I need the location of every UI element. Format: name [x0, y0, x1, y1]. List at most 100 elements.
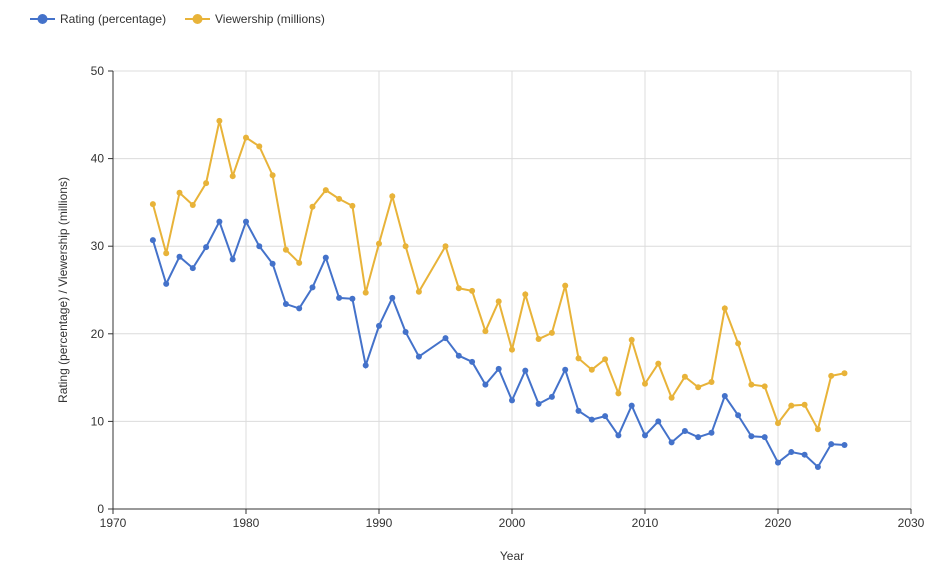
x-tick-label: 2020 — [765, 516, 792, 530]
y-tick-label: 50 — [91, 64, 105, 78]
data-point — [282, 246, 289, 253]
data-point — [615, 432, 622, 439]
data-point — [615, 390, 622, 397]
data-point — [176, 189, 183, 196]
series-line — [151, 120, 845, 433]
data-point — [575, 407, 582, 414]
data-point — [149, 201, 156, 208]
series-rating — [149, 218, 848, 470]
data-point — [282, 301, 289, 308]
data-point — [482, 328, 489, 335]
data-point — [442, 335, 449, 342]
data-point — [841, 442, 848, 449]
data-point — [336, 294, 343, 301]
data-point — [455, 285, 462, 292]
data-point — [309, 203, 316, 210]
data-point — [788, 449, 795, 456]
data-point — [522, 367, 529, 374]
data-point — [216, 218, 223, 225]
legend-item-rating[interactable]: Rating (percentage) — [30, 12, 166, 26]
y-tick-label: 10 — [91, 414, 105, 428]
data-point — [322, 187, 329, 194]
series-viewership — [149, 117, 848, 433]
data-point — [376, 322, 382, 329]
data-point — [828, 372, 835, 379]
data-point — [562, 282, 569, 289]
data-point — [509, 346, 515, 353]
data-point — [229, 173, 236, 180]
data-point — [189, 265, 196, 272]
data-point — [721, 392, 728, 399]
data-point — [269, 260, 276, 267]
data-point — [841, 370, 848, 377]
data-point — [243, 134, 249, 141]
legend[interactable]: Rating (percentage) Viewership (millions) — [30, 12, 325, 26]
data-point — [389, 193, 396, 200]
data-point — [256, 243, 263, 250]
data-point — [562, 366, 569, 373]
legend-marker-icon — [192, 14, 203, 24]
data-point — [708, 378, 715, 385]
data-point — [229, 256, 236, 263]
y-axis-title: Rating (percentage) / Viewership (millio… — [56, 177, 70, 403]
data-point — [189, 202, 196, 209]
series-line — [151, 219, 845, 469]
data-point — [748, 433, 755, 440]
data-point — [362, 289, 369, 296]
data-point — [602, 413, 609, 420]
y-tick-label: 0 — [97, 502, 104, 516]
data-point — [681, 373, 688, 380]
data-point — [628, 336, 635, 343]
data-point — [814, 426, 821, 433]
data-point — [402, 243, 409, 250]
data-point — [668, 394, 675, 401]
y-tick-label: 30 — [91, 239, 105, 253]
data-point — [322, 254, 329, 261]
data-point — [442, 243, 449, 250]
data-point — [788, 402, 795, 409]
grid — [112, 70, 912, 510]
data-point — [362, 362, 369, 369]
legend-marker-icon — [37, 14, 48, 24]
data-point — [548, 329, 555, 336]
data-point — [735, 340, 742, 347]
data-point — [602, 356, 609, 363]
data-point — [336, 195, 343, 202]
data-point — [376, 240, 382, 247]
data-point — [695, 384, 702, 391]
x-tick-label: 1990 — [366, 516, 393, 530]
data-point — [495, 365, 502, 372]
data-point — [775, 459, 781, 466]
data-point — [256, 143, 263, 150]
x-tick-label: 1980 — [233, 516, 260, 530]
x-tick-label: 2000 — [499, 516, 526, 530]
data-point — [455, 352, 462, 359]
data-point — [535, 400, 542, 407]
data-point — [349, 295, 356, 302]
legend-label: Rating (percentage) — [60, 12, 166, 26]
legend-item-viewership[interactable]: Viewership (millions) — [185, 12, 325, 26]
data-point — [775, 420, 781, 427]
data-point — [668, 439, 675, 446]
data-point — [575, 355, 582, 362]
data-point — [735, 412, 742, 419]
data-point — [655, 360, 662, 367]
data-point — [522, 291, 529, 298]
y-tick-label: 20 — [91, 327, 105, 341]
data-point — [814, 463, 821, 470]
data-point — [708, 429, 715, 436]
data-point — [535, 336, 542, 343]
data-point — [695, 434, 702, 441]
data-point — [655, 418, 662, 425]
data-point — [296, 259, 303, 266]
x-tick-label: 2010 — [632, 516, 659, 530]
data-point — [642, 432, 648, 439]
data-point — [469, 358, 476, 365]
data-point — [628, 402, 635, 409]
data-point — [269, 172, 276, 179]
data-point — [349, 202, 356, 209]
data-point — [548, 393, 555, 400]
data-point — [216, 117, 223, 124]
data-point — [801, 451, 808, 458]
